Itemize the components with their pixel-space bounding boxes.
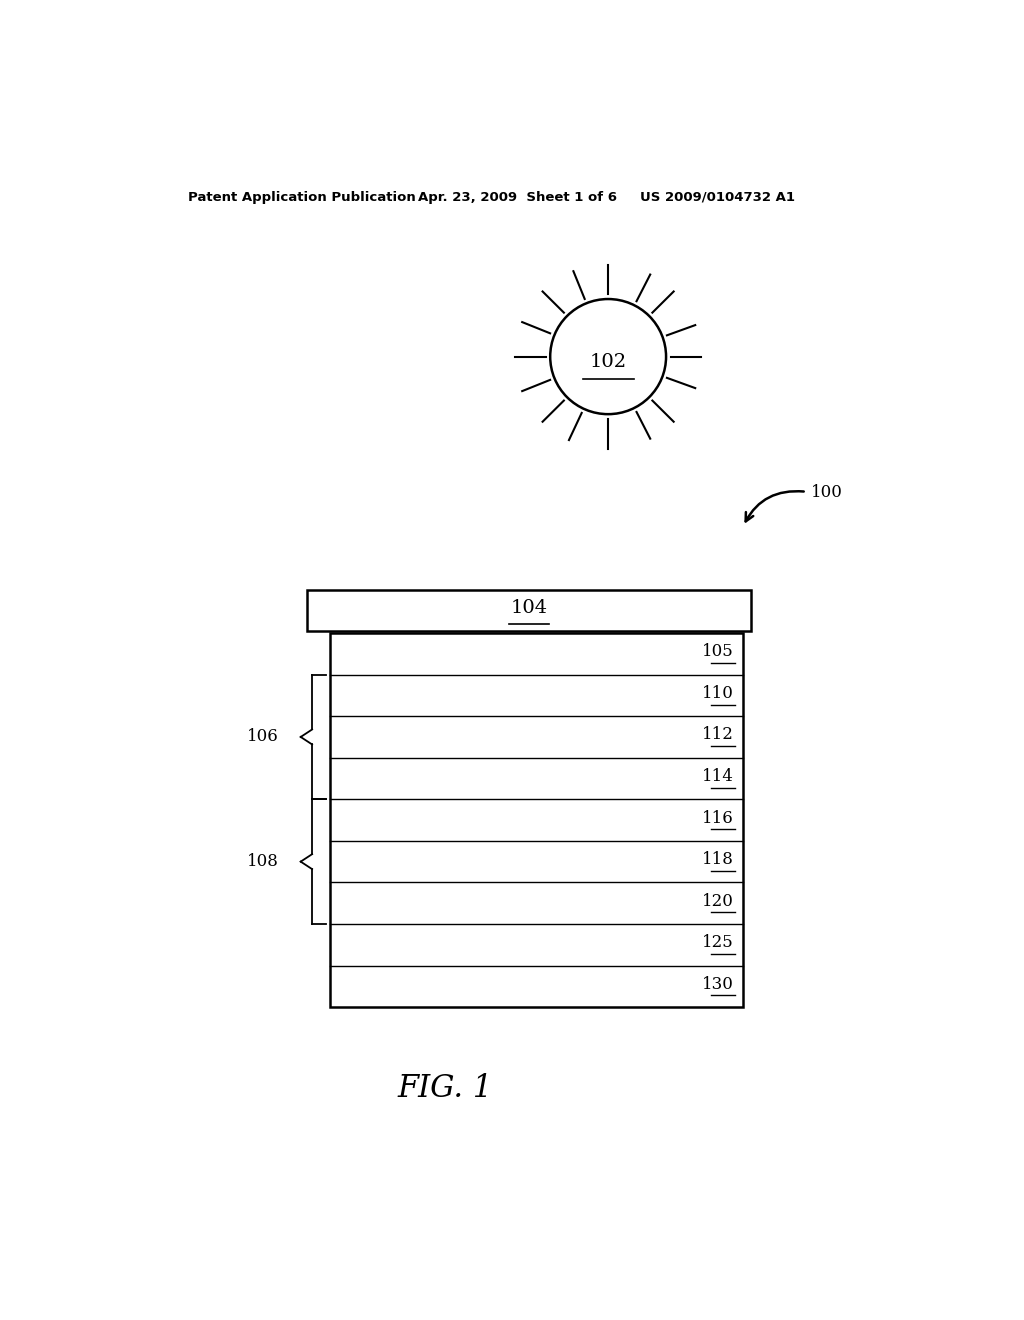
- Bar: [306, 590, 751, 631]
- Text: 100: 100: [811, 483, 843, 500]
- Text: Apr. 23, 2009  Sheet 1 of 6: Apr. 23, 2009 Sheet 1 of 6: [418, 191, 616, 203]
- Text: FIG. 1: FIG. 1: [397, 1073, 494, 1104]
- Text: 114: 114: [701, 768, 733, 785]
- Text: 110: 110: [701, 685, 733, 702]
- Text: 118: 118: [701, 851, 733, 869]
- Text: 120: 120: [701, 892, 733, 909]
- Text: 104: 104: [510, 599, 548, 616]
- Text: 108: 108: [247, 853, 279, 870]
- Text: 105: 105: [701, 643, 733, 660]
- Text: 112: 112: [701, 726, 733, 743]
- Text: 106: 106: [247, 729, 279, 746]
- Text: 102: 102: [590, 352, 627, 371]
- Text: US 2009/0104732 A1: US 2009/0104732 A1: [640, 191, 795, 203]
- Bar: [331, 634, 743, 1007]
- Text: 125: 125: [701, 935, 733, 952]
- Text: 116: 116: [701, 809, 733, 826]
- Text: 130: 130: [701, 975, 733, 993]
- Text: Patent Application Publication: Patent Application Publication: [187, 191, 416, 203]
